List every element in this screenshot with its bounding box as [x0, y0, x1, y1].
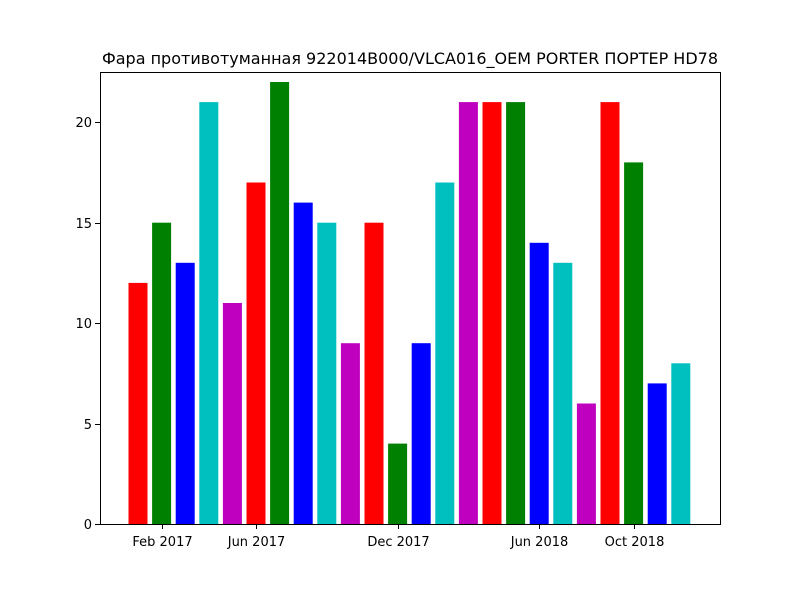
bar-2018-04: [482, 102, 502, 524]
bar-2017-09: [317, 222, 337, 524]
bar-2018-08: [576, 403, 596, 524]
bar-2017-07: [270, 82, 290, 524]
bar-2017-12: [388, 443, 408, 524]
bar-2017-01: [128, 282, 148, 524]
bar-2018-05: [506, 102, 526, 524]
bar-2018-06: [529, 242, 549, 525]
y-tick-label: 5: [84, 418, 92, 433]
x-tick-label: Jun 2017: [227, 535, 286, 550]
chart-title: Фара противотуманная 922014B000/VLCA016_…: [102, 49, 718, 69]
bar-2018-09: [600, 102, 620, 524]
y-tick-label: 20: [75, 116, 92, 131]
bar-2018-02: [435, 182, 455, 524]
x-tick-label: Jun 2018: [510, 535, 569, 550]
x-tick-label: Feb 2017: [132, 535, 192, 550]
bars-group: [128, 82, 691, 525]
bar-2017-06: [246, 182, 266, 524]
bar-2017-11: [364, 222, 384, 524]
bar-2018-11: [647, 383, 667, 524]
bar-2017-08: [293, 202, 313, 524]
bar-2017-04: [199, 102, 219, 524]
bar-2017-03: [175, 262, 195, 524]
bar-2017-05: [222, 303, 242, 524]
x-axis: Feb 2017 Jun 2017 Dec 2017 Jun 2018 Oct 2018: [132, 524, 664, 550]
y-tick-label: 10: [75, 317, 92, 332]
y-axis: 0 5 10 15 20: [75, 116, 100, 533]
bar-2018-03: [458, 102, 478, 524]
bar-2018-12: [671, 363, 691, 524]
y-tick-label: 0: [84, 518, 92, 533]
bar-2017-10: [340, 343, 360, 524]
plot-frame: [100, 72, 721, 525]
bar-2018-10: [624, 162, 644, 524]
x-tick-label: Dec 2017: [367, 535, 429, 550]
bar-2017-02: [152, 222, 172, 524]
bar-2018-01: [411, 343, 431, 524]
y-tick-label: 15: [75, 217, 92, 232]
x-tick-label: Oct 2018: [605, 535, 665, 550]
bar-2018-07: [553, 262, 573, 524]
